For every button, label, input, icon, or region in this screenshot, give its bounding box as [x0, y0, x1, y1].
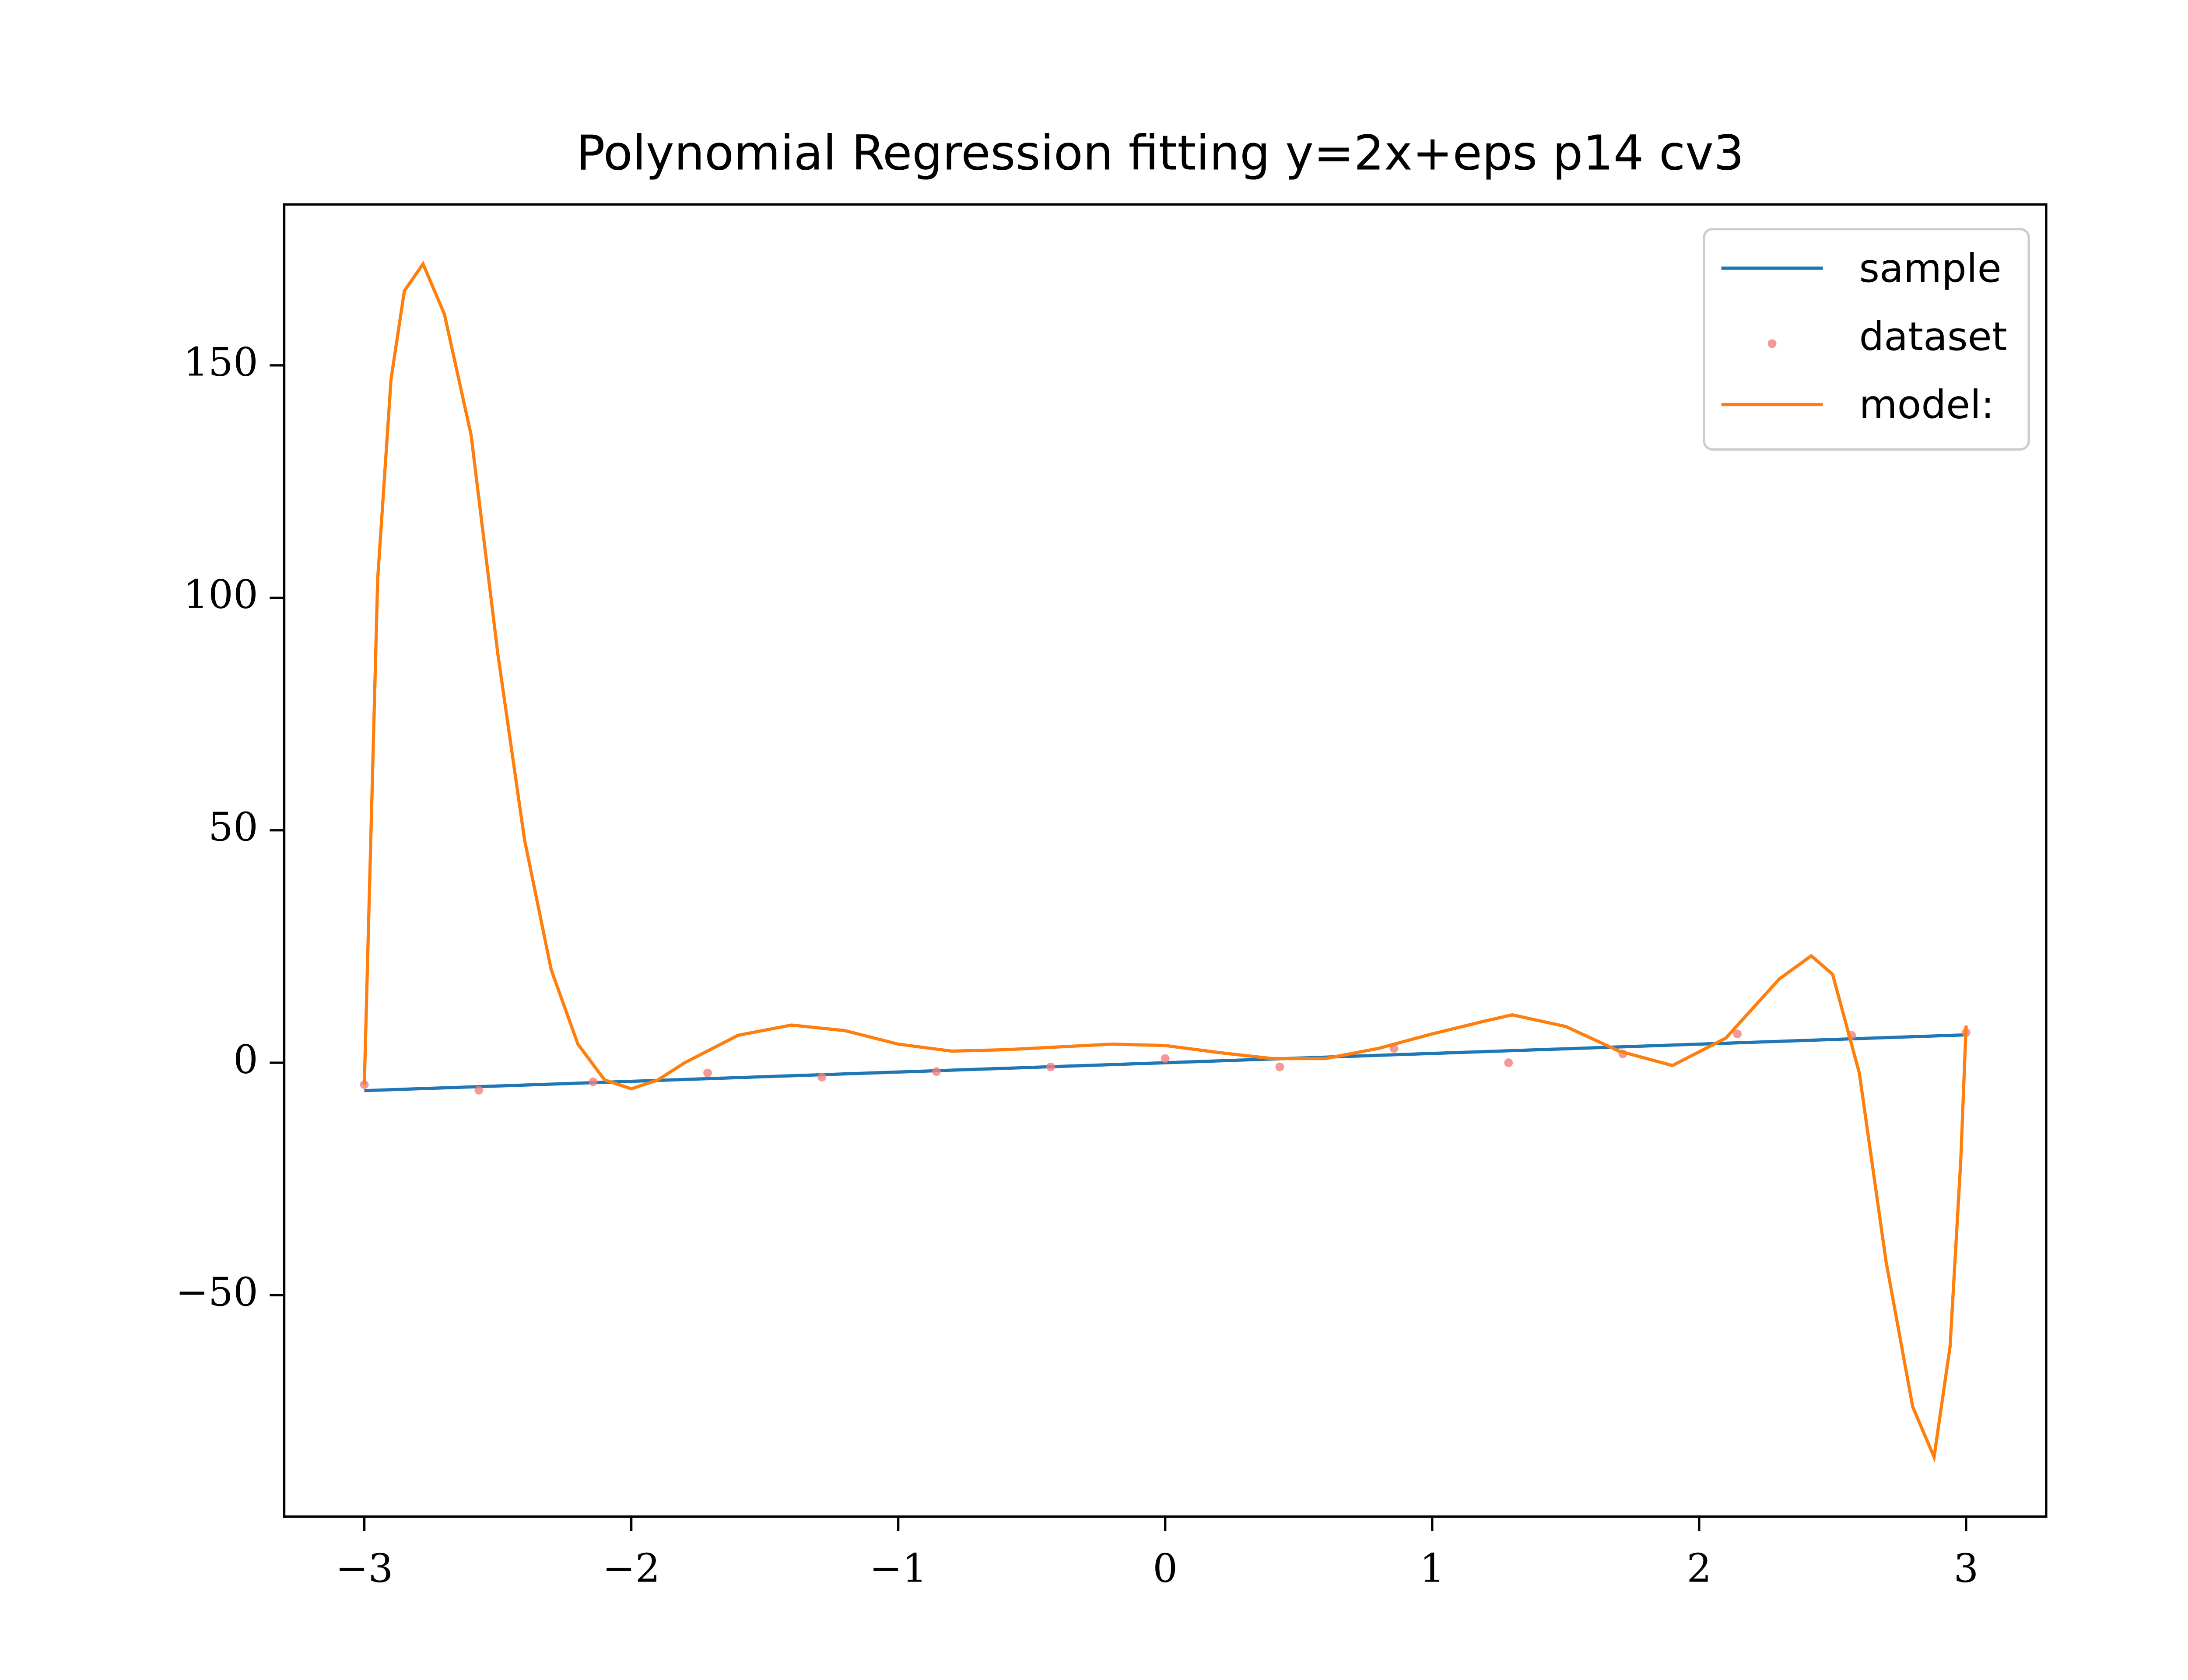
- point: [1275, 1062, 1284, 1071]
- point: [1504, 1058, 1513, 1068]
- point: [1733, 1029, 1742, 1039]
- x-tick-label: 0: [1153, 1546, 1178, 1592]
- x-tick-label: −1: [870, 1546, 927, 1592]
- legend-label: dataset: [1859, 314, 2007, 360]
- plot-area: [360, 260, 1971, 1463]
- point: [703, 1068, 712, 1078]
- y-tick-label: −50: [175, 1270, 258, 1315]
- axes-frame: [283, 203, 2048, 1518]
- legend-marker: [1767, 339, 1777, 348]
- y-tick-label: 50: [208, 805, 258, 850]
- chart-title: Polynomial Regression fitting y=2x+eps p…: [576, 125, 1744, 181]
- legend-label: model:: [1859, 382, 1994, 428]
- y-tick-label: 150: [183, 340, 258, 385]
- x-tick-label: −2: [603, 1546, 660, 1592]
- x-tick-label: 1: [1420, 1546, 1445, 1592]
- legend-label: sample: [1859, 246, 2001, 291]
- point: [589, 1077, 598, 1086]
- point: [817, 1073, 827, 1082]
- x-tick-label: 3: [1953, 1546, 1978, 1592]
- point: [474, 1085, 484, 1095]
- x-tick-label: 2: [1687, 1546, 1711, 1592]
- x-tick-label: −3: [336, 1546, 393, 1592]
- legend-box: [1703, 228, 2030, 451]
- y-tick-label: 100: [183, 572, 258, 618]
- point: [1046, 1062, 1055, 1071]
- point: [1161, 1054, 1170, 1063]
- point: [932, 1067, 941, 1076]
- y-tick-label: 0: [233, 1037, 258, 1082]
- line: [362, 260, 1968, 1463]
